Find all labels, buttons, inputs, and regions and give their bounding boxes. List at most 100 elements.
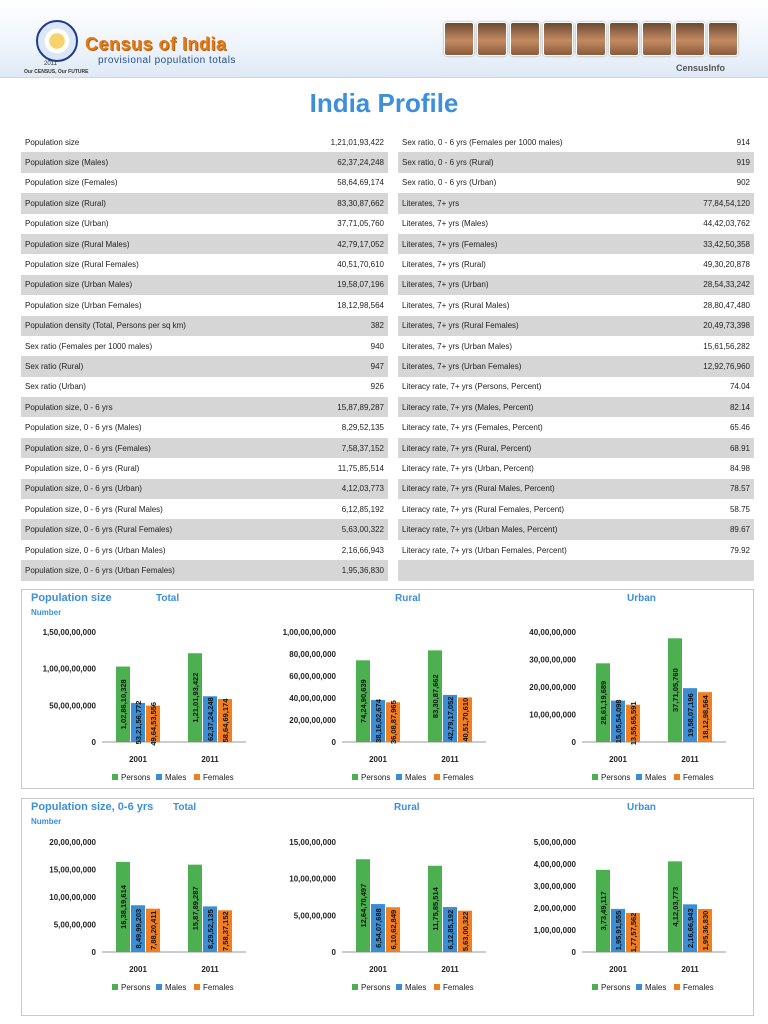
row-value: 58.75	[729, 504, 750, 514]
data-label: 49,64,53,556	[149, 702, 158, 746]
face-photo	[609, 22, 639, 56]
row-value: 79.92	[729, 545, 750, 555]
x-tick-label: 2011	[681, 755, 699, 764]
row-value: 12,92,76,960	[668, 356, 754, 377]
row-label: Literacy rate, 7+ yrs (Urban Females, Pe…	[402, 545, 567, 555]
row-value: 58,64,69,174	[337, 178, 384, 188]
data-label: 6,54,07,688	[374, 908, 383, 948]
row-value: 914	[736, 137, 750, 147]
data-label: 13,55,65,591	[629, 701, 638, 745]
table-row: Literates, 7+ yrs (Males) 44,42,03,762	[398, 214, 754, 234]
y-tick-label: 2,00,00,000	[534, 904, 577, 913]
row-value: 33,42,50,358	[668, 233, 754, 255]
data-label: 38,16,02,674	[374, 698, 383, 743]
legend-label: Females	[443, 773, 474, 782]
row-value: 4,12,03,773	[290, 478, 388, 500]
profile-table-right: Sex ratio, 0 - 6 yrs (Females per 1000 m…	[398, 132, 754, 581]
panel-title: Population size	[31, 592, 112, 604]
legend-swatch	[434, 984, 440, 990]
table-row: Literates, 7+ yrs (Urban Females) 12,92,7…	[398, 356, 754, 377]
bar-persons	[428, 865, 442, 952]
data-label: 8,49,99,203	[134, 909, 143, 949]
chart-title: Rural	[394, 802, 420, 813]
bar-persons	[116, 666, 130, 742]
y-tick-label: 0	[332, 948, 337, 957]
data-label: 83,30,87,662	[431, 674, 440, 718]
legend-swatch	[156, 984, 162, 990]
bar-persons	[116, 861, 130, 952]
bar-persons	[428, 650, 442, 742]
legend-label: Persons	[121, 773, 150, 782]
chart-title: Rural	[395, 593, 421, 604]
data-label: 1,21,01,93,422	[191, 673, 200, 723]
row-value: 62,37,24,248	[290, 152, 388, 173]
row-value: 68.91	[668, 437, 754, 459]
table-row: Population size, 0 - 6 yrs (Urban Female…	[21, 560, 388, 581]
y-tick-label: 0	[332, 738, 337, 747]
y-tick-label: 1,00,00,00,000	[283, 628, 337, 637]
table-row: Literacy rate, 7+ yrs (Urban Males, Perc…	[398, 519, 754, 540]
legend-label: Persons	[361, 773, 390, 782]
bar-males	[683, 904, 697, 952]
face-photo	[675, 22, 705, 56]
data-label: 7,88,20,411	[149, 911, 158, 950]
table-row: Population size (Urban Females) 18,12,98,…	[21, 295, 388, 315]
x-tick-label: 2001	[609, 755, 627, 764]
row-value: 8,29,52,135	[341, 423, 384, 433]
table-row: Literacy rate, 7+ yrs (Females, Percent)…	[398, 417, 754, 437]
y-tick-label: 50,00,00,000	[49, 701, 96, 710]
row-value: 382	[290, 315, 388, 336]
face-photo	[477, 22, 507, 56]
chart-title: Urban	[627, 802, 656, 813]
legend-label: Females	[203, 773, 234, 782]
row-label: Literacy rate, 7+ yrs (Females, Percent)	[402, 423, 543, 433]
table-row: Literates, 7+ yrs (Rural Females) 20,49,7…	[398, 315, 754, 336]
row-label: Population size, 0 - 6 yrs (Females)	[21, 437, 291, 459]
table-row: Population density (Total, Persons per s…	[21, 315, 388, 336]
faces-strip	[444, 22, 738, 56]
bar-females	[218, 910, 232, 952]
bar-males	[203, 906, 217, 952]
bar-females	[626, 704, 640, 742]
row-value: 28,80,47,480	[703, 300, 750, 310]
bar-females	[698, 692, 712, 742]
legend-label: Persons	[121, 983, 150, 992]
legend-label: Males	[405, 983, 426, 992]
bar-males	[131, 702, 145, 742]
legend-label: Males	[405, 773, 426, 782]
row-value: 78.57	[668, 478, 754, 500]
bar-persons	[356, 660, 370, 742]
table-row: Literacy rate, 7+ yrs (Males, Percent) 82…	[398, 397, 754, 418]
brand-subtitle: provisional population totals	[98, 55, 236, 66]
legend-swatch	[352, 984, 358, 990]
row-value: 49,30,20,878	[703, 260, 750, 270]
row-label: Population size, 0 - 6 yrs (Rural Female…	[21, 519, 291, 540]
legend-swatch	[434, 774, 440, 780]
y-tick-label: 15,00,00,000	[49, 866, 96, 875]
row-value: 1,21,01,93,422	[330, 137, 384, 147]
y-tick-label: 1,50,00,00,000	[43, 628, 97, 637]
data-label: 1,95,91,555	[614, 911, 623, 951]
x-tick-label: 2001	[609, 965, 627, 974]
data-label: 12,64,70,497	[359, 884, 368, 928]
row-value: 84.98	[729, 463, 750, 473]
row-label: Sex ratio (Urban)	[25, 382, 86, 392]
row-value: 44,42,03,762	[703, 219, 750, 229]
x-tick-label: 2001	[369, 755, 387, 764]
row-value: 7,58,37,152	[290, 437, 388, 459]
x-tick-label: 2011	[441, 755, 459, 764]
bar-males	[203, 696, 217, 742]
row-label: Literates, 7+ yrs (Rural)	[402, 260, 486, 270]
table-row: Population size (Males) 62,37,24,248	[21, 152, 388, 173]
row-value: 5,63,00,322	[290, 519, 388, 540]
data-label: 5,63,00,322	[461, 912, 470, 952]
table-row: Sex ratio (Rural) 947	[21, 356, 388, 377]
bar-females	[626, 912, 640, 952]
row-label: Population size (Females)	[25, 178, 118, 188]
table-row: Population size, 0 - 6 yrs (Males) 8,29,5…	[21, 417, 388, 437]
row-label	[398, 560, 669, 581]
page-title: India Profile	[309, 88, 459, 118]
table-row: Population size, 0 - 6 yrs 15,87,89,287	[21, 397, 388, 418]
row-value: 18,12,98,564	[337, 300, 384, 310]
y-tick-label: 10,00,00,000	[49, 893, 96, 902]
